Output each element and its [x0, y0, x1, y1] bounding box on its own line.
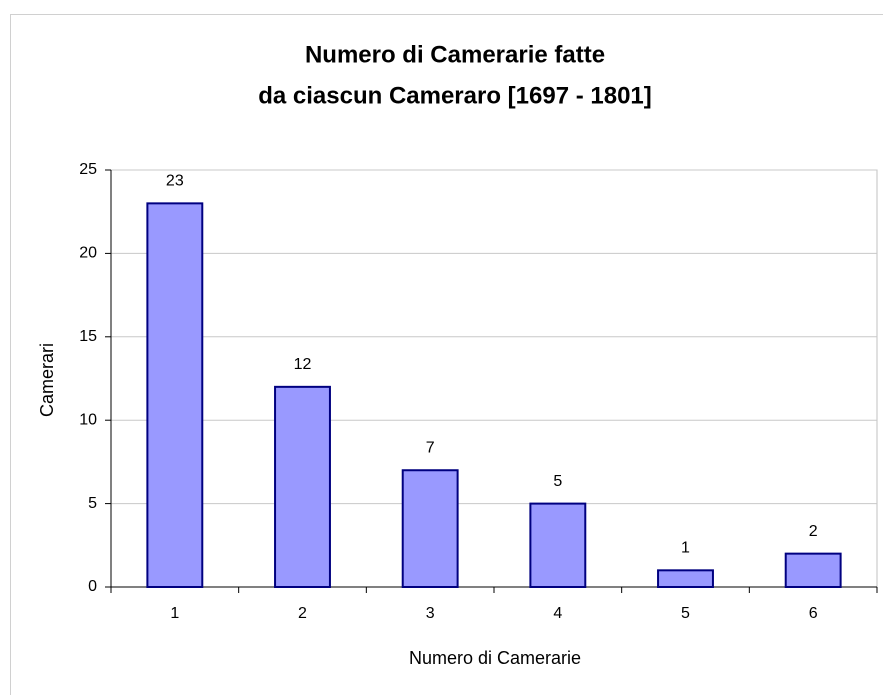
- y-tick-label: 20: [79, 245, 97, 262]
- y-tick-label: 10: [79, 411, 97, 428]
- x-tick-label: 6: [809, 605, 818, 622]
- bar: [784, 552, 842, 589]
- data-label: 5: [553, 473, 562, 490]
- y-tick-label: 0: [88, 578, 97, 595]
- data-label: 1: [681, 540, 690, 557]
- data-label: 7: [426, 439, 435, 456]
- chart-title: Numero di Camerarie fatte: [305, 41, 605, 68]
- x-tick-label: 5: [681, 605, 690, 622]
- bar: [274, 385, 331, 588]
- bar: [146, 202, 204, 589]
- x-tick-label: 1: [170, 605, 179, 622]
- y-tick-label: 15: [79, 328, 97, 345]
- data-label: 2: [809, 523, 818, 540]
- data-label: 12: [294, 356, 312, 373]
- chart-title: da ciascun Cameraro [1697 - 1801]: [258, 82, 652, 109]
- x-tick-label: 3: [426, 605, 435, 622]
- data-label: 23: [166, 173, 184, 190]
- x-axis-label: Numero di Camerarie: [409, 648, 581, 668]
- x-tick-label: 2: [298, 605, 307, 622]
- bar: [529, 502, 587, 589]
- plot-area: [110, 169, 878, 588]
- x-tick-label: 4: [553, 605, 562, 622]
- bar: [657, 569, 714, 589]
- bar: [401, 469, 459, 588]
- y-tick-label: 25: [79, 161, 97, 178]
- y-tick-label: 5: [88, 495, 97, 512]
- y-axis-label: Camerari: [37, 343, 57, 417]
